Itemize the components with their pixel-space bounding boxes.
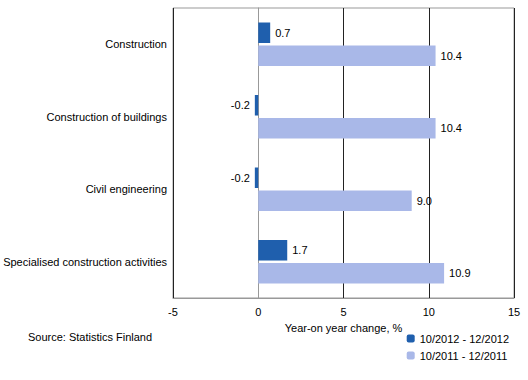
svg-text:10/2012 - 12/2012: 10/2012 - 12/2012 [420,333,509,345]
svg-text:10/2011 - 12/2011: 10/2011 - 12/2011 [420,350,508,362]
svg-text:Source: Statistics Finland: Source: Statistics Finland [28,331,152,343]
svg-text:10.4: 10.4 [441,50,462,62]
svg-text:9.0: 9.0 [417,195,432,207]
svg-text:-0.2: -0.2 [231,99,250,111]
svg-text:10: 10 [423,306,435,318]
svg-text:Construction of buildings: Construction of buildings [47,111,168,123]
svg-text:-0.2: -0.2 [231,172,250,184]
svg-text:Specialised construction activ: Specialised construction activities [3,256,167,268]
svg-text:Civil engineering: Civil engineering [86,183,167,195]
svg-text:Construction: Construction [105,38,167,50]
svg-text:15: 15 [508,306,520,318]
svg-text:0: 0 [255,306,261,318]
svg-text:10.9: 10.9 [449,267,470,279]
svg-text:Year-on year change, %: Year-on year change, % [285,322,403,334]
svg-text:1.7: 1.7 [292,244,307,256]
svg-text:5: 5 [340,306,346,318]
svg-text:-5: -5 [168,306,178,318]
svg-text:10.4: 10.4 [441,122,462,134]
svg-text:0.7: 0.7 [275,27,290,39]
